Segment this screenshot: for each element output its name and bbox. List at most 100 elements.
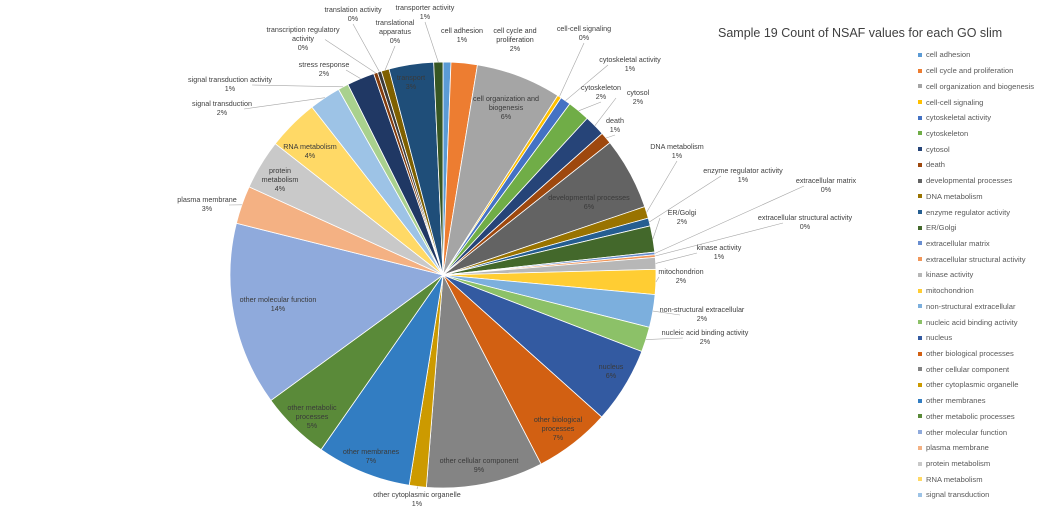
legend-swatch [918, 147, 922, 152]
legend-item-other-metabolic-processes[interactable]: other metabolic processes [918, 409, 1042, 425]
pie-slices [229, 61, 657, 489]
legend-label: ER/Golgi [926, 223, 957, 233]
slice-label-mitochondrion: mitochondrion 2% [658, 267, 703, 285]
legend-label: DNA metabolism [926, 191, 983, 201]
legend-swatch [918, 398, 922, 403]
pie-slice-other-cellular-component[interactable] [425, 273, 542, 489]
legend-label: cell adhesion [926, 50, 971, 60]
legend-swatch [918, 257, 922, 262]
legend-label: cytosol [926, 144, 950, 154]
slice-label-non-structural-extracellular: non-structural extracellular 2% [660, 305, 745, 323]
legend-swatch [918, 241, 922, 246]
leader-line-extracellular-structural-activity [655, 222, 784, 257]
legend-item-other-cytoplasmic-organelle[interactable]: other cytoplasmic organelle [918, 377, 1042, 393]
legend-item-protein-metabolism[interactable]: protein metabolism [918, 456, 1042, 472]
leader-line-non-structural-extracellular [652, 310, 681, 316]
leader-line-er-golgi [652, 217, 661, 239]
leader-line-nucleic-acid-binding-activity [645, 337, 684, 340]
slice-label-rna-metabolism: RNA metabolism 4% [283, 142, 337, 160]
slice-label-signal-transduction: signal transduction 2% [192, 99, 252, 117]
legend-item-cell-cycle-and-proliferation[interactable]: cell cycle and proliferation [918, 63, 1042, 79]
legend-item-non-structural-extracellular[interactable]: non-structural extracellular [918, 299, 1042, 315]
slice-label-other-metabolic-processes: other metabolic processes 5% [287, 403, 337, 430]
legend: cell adhesion cell cycle and proliferatio… [918, 47, 1042, 503]
legend-label: death [926, 160, 946, 170]
legend-item-extracellular-structural-activity[interactable]: extracellular structural activity [918, 251, 1042, 267]
legend-swatch [918, 320, 922, 325]
legend-item-plasma-membrane[interactable]: plasma membrane [918, 440, 1042, 456]
legend-item-er-golgi[interactable]: ER/Golgi [918, 220, 1042, 236]
slice-label-cell-cycle-and-proliferation: cell cycle and proliferation 2% [493, 26, 536, 53]
chart-title: Sample 19 Count of NSAF values for each … [718, 26, 1003, 40]
leader-line-stress-response [345, 69, 361, 79]
legend-swatch [918, 68, 922, 73]
slice-label-cytoskeleton: cytoskeleton 2% [581, 83, 621, 101]
legend-item-dna-metabolism[interactable]: DNA metabolism [918, 188, 1042, 204]
slice-label-stress-response: stress response 2% [299, 60, 350, 78]
legend-item-other-molecular-function[interactable]: other molecular function [918, 424, 1042, 440]
leader-line-extracellular-matrix [654, 185, 805, 254]
legend-swatch [918, 272, 922, 277]
legend-item-cell-organization-and-biogenesis[interactable]: cell organization and biogenesis [918, 78, 1042, 94]
legend-label: cytoskeletal activity [926, 113, 991, 123]
leader-line-cytoskeleton [578, 101, 602, 112]
pie-slice-other-molecular-function[interactable] [229, 222, 444, 402]
legend-item-cytoskeleton[interactable]: cytoskeleton [918, 126, 1042, 142]
legend-label: cell cycle and proliferation [926, 66, 1014, 76]
legend-item-cell-adhesion[interactable]: cell adhesion [918, 47, 1042, 63]
legend-item-other-cellular-component[interactable]: other cellular component [918, 361, 1042, 377]
legend-item-cytoskeletal-activity[interactable]: cytoskeletal activity [918, 110, 1042, 126]
legend-swatch [918, 194, 922, 199]
slice-label-developmental-processes: developmental processes 6% [548, 193, 630, 211]
legend-swatch [918, 162, 922, 167]
slice-label-signal-transduction-activity: signal transduction activity 1% [188, 75, 272, 93]
slice-label-transporter-activity: transporter activity 1% [396, 3, 455, 21]
legend-item-signal-transduction[interactable]: signal transduction [918, 487, 1042, 503]
legend-item-other-membranes[interactable]: other membranes [918, 393, 1042, 409]
legend-item-kinase-activity[interactable]: kinase activity [918, 267, 1042, 283]
legend-item-other-biological-processes[interactable]: other biological processes [918, 346, 1042, 362]
leader-line-cytosol [594, 97, 617, 126]
legend-item-cell-cell-signaling[interactable]: cell-cell signaling [918, 94, 1042, 110]
legend-label: other cytoplasmic organelle [926, 380, 1019, 390]
legend-label: cell organization and biogenesis [926, 81, 1035, 91]
legend-item-developmental-processes[interactable]: developmental processes [918, 173, 1042, 189]
slice-label-transport: transport 3% [397, 73, 425, 91]
legend-item-cytosol[interactable]: cytosol [918, 141, 1042, 157]
legend-swatch [918, 414, 922, 419]
legend-label: nucleic acid binding activity [926, 317, 1018, 327]
slice-label-cytosol: cytosol 2% [627, 88, 650, 106]
legend-label: other cellular component [926, 364, 1010, 374]
slice-label-nucleus: nucleus 6% [599, 362, 624, 380]
legend-swatch [918, 84, 922, 89]
leader-line-translation-activity [352, 23, 380, 72]
slice-label-other-cellular-component: other cellular component 9% [440, 456, 519, 474]
leader-line-cell-cell-signaling [559, 42, 585, 97]
legend-item-mitochondrion[interactable]: mitochondrion [918, 283, 1042, 299]
legend-item-nucleic-acid-binding-activity[interactable]: nucleic acid binding activity [918, 314, 1042, 330]
legend-item-death[interactable]: death [918, 157, 1042, 173]
legend-item-extracellular-matrix[interactable]: extracellular matrix [918, 236, 1042, 252]
legend-item-enzyme-regulator-activity[interactable]: enzyme regulator activity [918, 204, 1042, 220]
legend-swatch [918, 210, 922, 215]
legend-item-rna-metabolism[interactable]: RNA metabolism [918, 471, 1042, 487]
slice-label-death: death 1% [606, 116, 624, 134]
leader-line-other-cytoplasmic-organelle [416, 486, 419, 490]
legend-label: other metabolic processes [926, 411, 1015, 421]
legend-item-nucleus[interactable]: nucleus [918, 330, 1042, 346]
legend-label: protein metabolism [926, 459, 991, 469]
slice-label-extracellular-structural-activity: extracellular structural activity 0% [758, 213, 853, 231]
legend-label: developmental processes [926, 176, 1013, 186]
label-leader-lines [228, 21, 805, 490]
slice-label-er-golgi: ER/Golgi 2% [668, 208, 697, 226]
legend-label: nucleus [926, 333, 953, 343]
legend-swatch [918, 115, 922, 120]
leader-line-transcription-regulatory-activity [324, 39, 376, 74]
legend-label: cytoskeleton [926, 128, 969, 138]
legend-label: other biological processes [926, 349, 1014, 359]
legend-label: RNA metabolism [926, 474, 983, 484]
legend-label: cell-cell signaling [926, 97, 984, 107]
slice-label-cell-adhesion: cell adhesion 1% [441, 26, 483, 44]
